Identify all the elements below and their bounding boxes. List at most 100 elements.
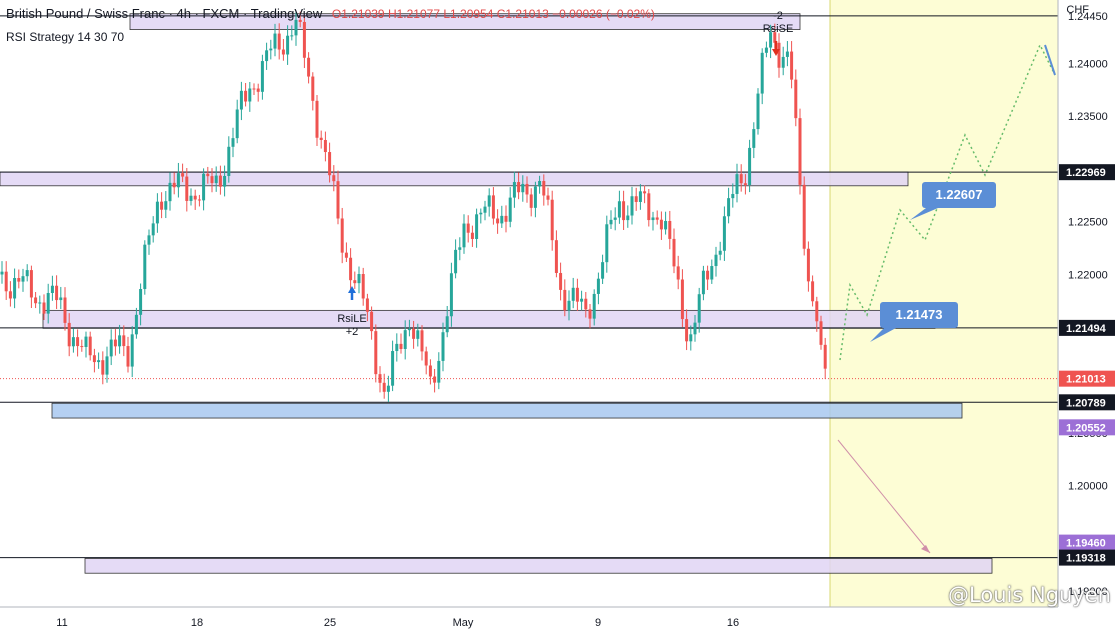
y-tick-label: 1.22000 bbox=[1068, 269, 1108, 281]
candle-body bbox=[143, 244, 147, 290]
y-tick-label: 1.24000 bbox=[1068, 58, 1108, 70]
candle-body bbox=[311, 76, 315, 101]
candle-body bbox=[483, 206, 487, 213]
candle-body bbox=[206, 173, 210, 177]
candle-body bbox=[97, 360, 101, 363]
candle-body bbox=[34, 297, 38, 304]
ohlc-low: L1.20954 bbox=[443, 7, 494, 21]
candle-body bbox=[193, 195, 197, 200]
price-label-text: 1.20552 bbox=[1066, 422, 1106, 434]
candle-body bbox=[622, 201, 626, 221]
chart-header: British Pound / Swiss Franc · 4h · FXCM … bbox=[6, 6, 655, 21]
candle-body bbox=[76, 337, 80, 347]
projection-end bbox=[1044, 44, 1056, 76]
candle-body bbox=[659, 219, 663, 230]
interval[interactable]: 4h bbox=[176, 6, 191, 21]
signal-label: RsiLE bbox=[337, 313, 366, 325]
candle-body bbox=[235, 109, 239, 139]
price-label-bg bbox=[1059, 319, 1115, 336]
candle-body bbox=[134, 314, 138, 335]
candle-body bbox=[298, 19, 302, 22]
candle-body bbox=[17, 278, 21, 282]
candle-body bbox=[609, 219, 613, 225]
candle-body bbox=[714, 254, 718, 267]
candle-body bbox=[378, 374, 382, 383]
candle-body bbox=[533, 186, 537, 208]
price-label: 1.21013 bbox=[1059, 370, 1115, 387]
candle-body bbox=[462, 223, 466, 248]
price-axis-bg bbox=[1058, 0, 1117, 633]
candle-body bbox=[189, 195, 193, 201]
candle-body bbox=[109, 339, 113, 357]
price-label-bg bbox=[1059, 549, 1115, 566]
candle-body bbox=[794, 79, 798, 119]
candle-body bbox=[563, 289, 567, 311]
candle-body bbox=[269, 48, 273, 51]
candle-body bbox=[38, 302, 42, 304]
long-arrow bbox=[348, 286, 356, 293]
candle-body bbox=[802, 184, 806, 249]
candle-body bbox=[769, 32, 773, 48]
candle-body bbox=[743, 183, 747, 185]
time-axis-bg bbox=[0, 607, 1058, 633]
candle-body bbox=[403, 330, 407, 349]
exchange: FXCM bbox=[202, 6, 240, 21]
candle-body bbox=[727, 198, 731, 217]
callout-text: 1.22607 bbox=[936, 187, 983, 202]
price-label-text: 1.20789 bbox=[1066, 397, 1106, 409]
candle-body bbox=[731, 193, 735, 199]
candle-body bbox=[693, 322, 697, 335]
y-tick-label: 1.22500 bbox=[1068, 217, 1108, 229]
candle-body bbox=[428, 365, 432, 377]
ohlc-high: H1.21077 bbox=[387, 7, 440, 21]
candle-body bbox=[596, 278, 600, 294]
candle-body bbox=[260, 61, 264, 92]
symbol-name[interactable]: British Pound / Swiss Franc bbox=[6, 6, 165, 21]
bearish-arrowhead bbox=[921, 545, 930, 553]
x-tick-label: 16 bbox=[727, 617, 739, 629]
price-label-bg bbox=[1059, 419, 1115, 436]
purple-zone bbox=[42, 309, 936, 329]
candle-body bbox=[735, 174, 739, 194]
candle-body bbox=[701, 270, 705, 295]
candle-body bbox=[365, 298, 369, 312]
candle-body bbox=[164, 201, 168, 210]
currency-label: CHF bbox=[1066, 4, 1089, 16]
candle-body bbox=[395, 343, 399, 352]
candle-body bbox=[550, 199, 554, 241]
candle-body bbox=[638, 191, 642, 202]
candle-body bbox=[521, 183, 525, 193]
candle-body bbox=[353, 280, 357, 284]
candle-body bbox=[781, 56, 785, 68]
candle-body bbox=[739, 174, 743, 184]
candle-body bbox=[584, 298, 588, 310]
candle-body bbox=[185, 176, 189, 201]
candle-body bbox=[101, 360, 105, 375]
candle-body bbox=[458, 247, 462, 250]
candle-body bbox=[55, 285, 59, 301]
ohlc-close: C1.21013 bbox=[496, 7, 549, 21]
candle-body bbox=[286, 35, 290, 55]
candle-body bbox=[328, 152, 332, 176]
price-label-bg bbox=[1059, 164, 1115, 181]
candle-body bbox=[105, 356, 109, 375]
candle-body bbox=[239, 90, 243, 110]
ohlc-change: −0.00026 (−0.02%) bbox=[552, 7, 655, 21]
candle-body bbox=[113, 339, 117, 347]
strategy-label[interactable]: RSI Strategy 14 30 70 bbox=[6, 30, 125, 44]
callout-box bbox=[922, 182, 996, 208]
candle-body bbox=[559, 272, 563, 290]
candle-body bbox=[819, 321, 823, 345]
candle-body bbox=[722, 216, 726, 251]
candle-body bbox=[664, 220, 668, 230]
candle-body bbox=[416, 330, 420, 339]
candle-body bbox=[575, 287, 579, 302]
candle-body bbox=[777, 42, 781, 68]
candle-body bbox=[542, 180, 546, 196]
candle-body bbox=[718, 250, 722, 255]
candle-body bbox=[790, 51, 794, 80]
candle-body bbox=[147, 235, 151, 245]
candle-body bbox=[748, 147, 752, 185]
candle-body bbox=[588, 309, 592, 319]
